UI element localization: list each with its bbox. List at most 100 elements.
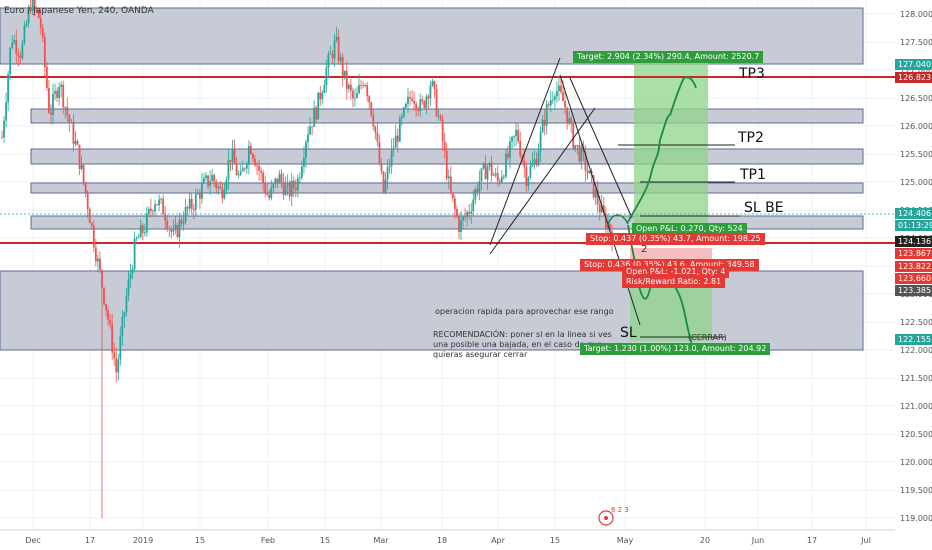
price-tag-126-823: 126.823 — [895, 72, 932, 83]
candle-body — [111, 324, 114, 353]
candle-body — [415, 103, 418, 110]
candle-body — [82, 165, 85, 183]
price-tick-label: 122.000 — [900, 346, 932, 355]
candle-body — [129, 273, 132, 280]
channel-line-upper[interactable] — [489, 57, 561, 246]
candle-body — [400, 116, 403, 119]
long-target-label[interactable]: Target: 2.904 (2.34%) 290.4, Amount: 252… — [573, 51, 764, 63]
candle-body — [411, 98, 413, 101]
note-quick-operation[interactable]: operacion rapida para aprovechar ese ran… — [435, 307, 614, 316]
candle-body — [123, 312, 126, 318]
candle-body — [564, 101, 566, 108]
candle-body — [570, 118, 573, 123]
candle-body — [356, 93, 358, 98]
tp1-label[interactable]: TP1 — [740, 167, 766, 183]
sl-label[interactable]: SL — [620, 325, 637, 341]
candle-body — [358, 85, 360, 94]
event-marker-label[interactable]: 6 2 3 — [611, 506, 629, 514]
candle-body — [27, 8, 30, 24]
candle-body — [425, 96, 428, 108]
candle-body — [147, 208, 150, 214]
candle-body — [390, 148, 393, 167]
short-rr-label[interactable]: Risk/Reward Ratio: 2.81 — [622, 276, 726, 288]
candle-body — [488, 162, 491, 167]
channel-line-lower[interactable] — [489, 107, 596, 255]
candle-body — [70, 121, 73, 124]
candle-body — [337, 36, 340, 61]
candle-body — [280, 173, 283, 182]
time-tick-label: 17 — [85, 536, 95, 545]
candle-body — [517, 129, 520, 142]
candle-body — [315, 107, 318, 120]
sl-be-label[interactable]: SL BE — [744, 200, 784, 216]
candle-body — [48, 88, 50, 113]
bullish-projection-path[interactable] — [627, 76, 697, 223]
candle-body — [352, 90, 354, 99]
short-target-label[interactable]: Target: 1.230 (1.00%) 123.0, Amount: 204… — [580, 343, 771, 355]
candle-body — [188, 198, 191, 209]
price-tag-123-385: 123.385 — [895, 285, 932, 296]
candle-body — [201, 183, 203, 199]
candle-body — [172, 229, 175, 232]
candle-body — [86, 193, 89, 210]
candle-body — [456, 209, 458, 217]
price-tick-label: 126.000 — [900, 122, 932, 131]
candle-body — [325, 67, 328, 86]
resistance-zone-125[interactable] — [30, 182, 864, 194]
candle-body — [245, 163, 248, 169]
candle-body — [454, 198, 456, 210]
candle-body — [347, 84, 350, 89]
candle-body — [545, 104, 548, 126]
wave-label-2: 2 — [641, 244, 648, 255]
candle-body — [107, 310, 109, 321]
candle-body — [592, 175, 595, 198]
candle-body — [558, 85, 560, 91]
long-open-pl-label[interactable]: Open P&L: 0.270, Qty: 524 — [632, 223, 747, 235]
candle-body — [519, 141, 522, 156]
price-tick-label: 122.500 — [900, 318, 932, 327]
candle-body — [19, 55, 22, 59]
candle-body — [560, 85, 562, 92]
candle-body — [256, 165, 258, 167]
candle-body — [29, 8, 32, 12]
candle-body — [131, 269, 134, 274]
candle-body — [209, 181, 211, 186]
candle-body — [288, 183, 291, 197]
tp2-label[interactable]: TP2 — [738, 130, 764, 146]
candle-body — [398, 118, 401, 142]
candle-body — [50, 112, 52, 115]
candle-body — [158, 199, 160, 206]
candle-body — [41, 27, 44, 38]
note-recommendation-3[interactable]: quieras asegurar cerrar — [433, 350, 528, 359]
drawdown-line-2[interactable] — [569, 77, 633, 219]
candle-body — [407, 96, 409, 104]
cerrar-label[interactable]: (CERRAR) — [688, 333, 727, 342]
candle-body — [364, 85, 367, 86]
resistance-zone-126[interactable] — [30, 108, 864, 124]
note-recommendation-2[interactable]: una posible una bajada, en el caso de qu… — [433, 340, 603, 349]
candle-body — [486, 166, 489, 180]
short-open-pl-label[interactable]: Open P&L: -1.021, Qty: 4 — [622, 266, 730, 278]
time-axis[interactable]: Dec 17 2019 15 Feb 15 Mar 18 Apr 15 May 20 Jun 17 Jul — [25, 536, 871, 545]
candle-body — [502, 176, 505, 178]
event-marker-dot — [604, 516, 608, 520]
candle-body — [525, 166, 528, 186]
tp3-label[interactable]: TP3 — [739, 66, 765, 82]
support-zone-bottom[interactable] — [0, 270, 864, 351]
note-recommendation-1[interactable]: RECOMENDACIÓN: poner sl en la linea si v… — [433, 330, 612, 339]
candle-body — [562, 91, 564, 102]
time-tick-label: 15 — [195, 536, 205, 545]
long-target-zone[interactable] — [634, 63, 708, 223]
candle-body — [290, 180, 293, 197]
candle-body — [523, 160, 526, 167]
candle-body — [341, 57, 344, 77]
candle-body — [286, 183, 289, 186]
candle-body — [547, 104, 550, 106]
price-tag-123-867: 123.867 — [895, 248, 932, 259]
long-stop-label[interactable]: Stop: 0.437 (0.35%) 43.7, Amount: 198.25 — [586, 233, 765, 245]
candle-body — [196, 193, 199, 195]
time-tick-label: 15 — [320, 536, 330, 545]
candle-body — [154, 204, 156, 212]
candle-body — [296, 178, 299, 191]
